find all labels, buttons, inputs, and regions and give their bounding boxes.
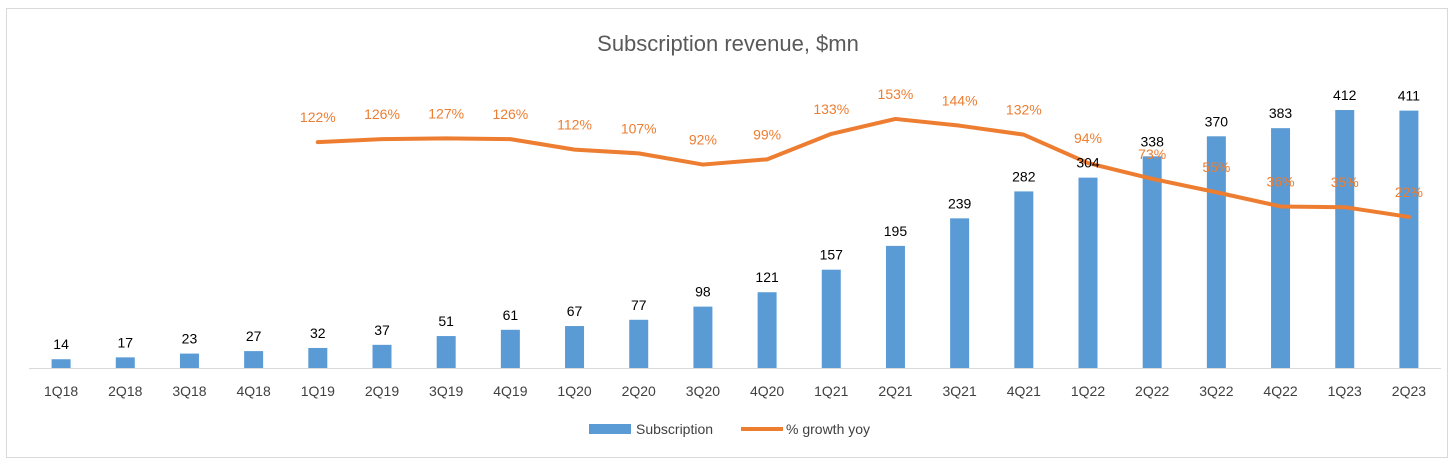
chart-frame: Subscription revenue, $mn 1Q18 2Q18 3Q18 4Q… — [6, 8, 1448, 458]
bar-value-label: 67 — [567, 303, 583, 319]
bar-value-label: 23 — [182, 331, 198, 347]
bar-value-label: 32 — [310, 325, 326, 341]
x-tick-label: 3Q21 — [943, 383, 977, 399]
bar-2q23 — [1399, 110, 1419, 368]
bar-1q22 — [1078, 177, 1098, 368]
bar-1q19 — [308, 347, 328, 368]
x-tick-label: 1Q19 — [301, 383, 335, 399]
bar-value-label: 27 — [246, 328, 262, 344]
growth-value-label: 73% — [1138, 146, 1166, 162]
bar-value-label: 37 — [374, 322, 390, 338]
bar-value-label: 14 — [53, 336, 69, 352]
bar-2q18 — [115, 357, 135, 368]
x-tick-label: 2Q22 — [1135, 383, 1169, 399]
bar-value-label: 17 — [117, 334, 133, 350]
x-tick-label: 4Q18 — [237, 383, 271, 399]
combo-chart: Subscription revenue, $mn 1Q18 2Q18 3Q18 4Q… — [29, 31, 1441, 437]
growth-value-label: 133% — [813, 101, 849, 117]
bar-4q19 — [500, 329, 520, 368]
bar-1q21 — [821, 269, 841, 368]
x-tick-label: 2Q19 — [365, 383, 399, 399]
x-tick-label: 4Q20 — [750, 383, 784, 399]
bar-value-label: 61 — [503, 307, 519, 323]
bar-value-label: 98 — [695, 284, 711, 300]
bar-3q21 — [950, 218, 970, 368]
growth-line — [315, 116, 1411, 219]
growth-value-label: 36% — [1267, 173, 1295, 189]
x-tick-label: 1Q18 — [44, 383, 78, 399]
bar-value-label: 121 — [755, 269, 779, 285]
legend-label-subscription: Subscription — [636, 421, 713, 437]
growth-value-label: 112% — [557, 117, 592, 133]
x-tick-label: 2Q23 — [1392, 383, 1426, 399]
growth-value-label: 144% — [942, 93, 978, 109]
growth-value-label: 122% — [300, 109, 336, 125]
bar-3q19 — [436, 336, 456, 368]
bar-4q22 — [1271, 128, 1291, 368]
bar-1q20 — [565, 326, 585, 368]
bar-value-label: 370 — [1205, 113, 1229, 129]
bar-2q21 — [885, 245, 905, 368]
bar-value-label: 338 — [1141, 133, 1165, 149]
bar-2q20 — [629, 319, 649, 368]
x-tick-label: 3Q18 — [172, 383, 206, 399]
bar-value-label: 239 — [948, 195, 972, 211]
bar-value-label: 51 — [438, 313, 454, 329]
growth-value-label: 107% — [621, 120, 657, 136]
growth-value-label: 132% — [1006, 102, 1042, 118]
bar-2q19 — [372, 344, 392, 368]
growth-value-label: 35% — [1331, 174, 1359, 190]
growth-value-label: 92% — [689, 132, 717, 148]
legend: Subscription % growth yoy — [589, 421, 870, 437]
growth-value-label: 22% — [1395, 184, 1423, 200]
chart-title: Subscription revenue, $mn — [597, 31, 859, 56]
growth-value-label: 99% — [753, 126, 781, 142]
bar-1q18 — [51, 359, 71, 368]
bar-series — [51, 110, 1419, 368]
bar-value-label: 157 — [820, 247, 844, 263]
bar-value-label: 304 — [1076, 155, 1100, 171]
bar-value-label: 282 — [1012, 168, 1036, 184]
x-tick-label: 3Q22 — [1199, 383, 1233, 399]
bar-value-label: 195 — [884, 223, 908, 239]
x-tick-label: 3Q20 — [686, 383, 720, 399]
growth-value-label: 127% — [428, 105, 464, 121]
growth-value-label: 153% — [878, 86, 914, 102]
bar-4q21 — [1014, 191, 1034, 368]
x-tick-label: 4Q21 — [1007, 383, 1041, 399]
legend-label-growth: % growth yoy — [786, 421, 870, 437]
bar-value-label: 383 — [1269, 105, 1293, 121]
growth-value-label: 126% — [492, 106, 528, 122]
x-axis: 1Q18 2Q18 3Q18 4Q18 1Q19 2Q19 3Q19 4Q19 1Q20 2Q20… — [29, 368, 1441, 399]
x-tick-label: 2Q18 — [108, 383, 142, 399]
x-tick-label: 1Q22 — [1071, 383, 1105, 399]
x-tick-label: 2Q20 — [622, 383, 656, 399]
data-labels: 14 17 23 27 32 37 51 61 67 77 98 121 157 195 239 282 304… — [53, 86, 1423, 352]
bar-3q20 — [693, 306, 713, 368]
x-tick-label: 1Q23 — [1328, 383, 1362, 399]
x-tick-label: 1Q20 — [557, 383, 591, 399]
growth-value-label: 94% — [1074, 130, 1102, 146]
x-tick-label: 4Q19 — [493, 383, 527, 399]
bar-2q22 — [1142, 156, 1162, 368]
bar-value-label: 412 — [1333, 87, 1357, 103]
growth-value-label: 55% — [1202, 159, 1230, 175]
bar-3q18 — [179, 353, 199, 368]
bar-4q18 — [244, 351, 264, 368]
bar-value-label: 411 — [1398, 88, 1421, 104]
legend-swatch-subscription — [589, 424, 631, 434]
bar-1q23 — [1335, 110, 1355, 368]
growth-value-label: 126% — [364, 106, 400, 122]
bar-4q20 — [757, 292, 777, 368]
x-tick-label: 3Q19 — [429, 383, 463, 399]
bar-value-label: 77 — [631, 297, 647, 313]
x-tick-label: 4Q22 — [1263, 383, 1297, 399]
x-tick-label: 2Q21 — [878, 383, 912, 399]
x-tick-label: 1Q21 — [814, 383, 848, 399]
line-series — [315, 116, 1411, 219]
